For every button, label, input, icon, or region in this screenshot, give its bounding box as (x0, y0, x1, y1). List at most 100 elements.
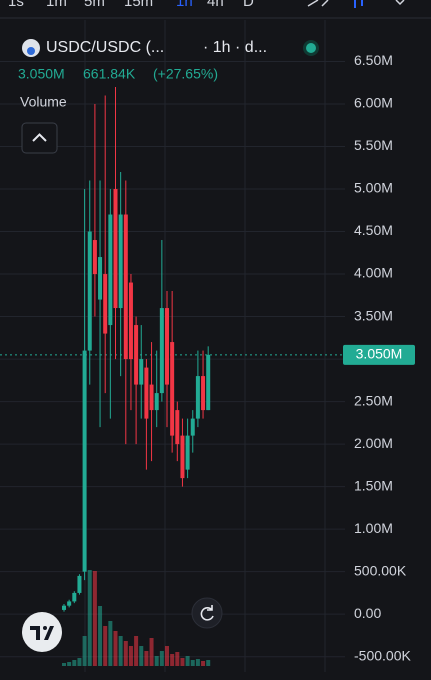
candle-body (144, 367, 149, 419)
volume-bar (92, 571, 97, 666)
candle-body (82, 350, 87, 572)
candle-body (77, 575, 82, 593)
toolbar-icons (307, 0, 405, 8)
y-tick-label: 6.50M (354, 52, 393, 68)
volume-bar (195, 659, 200, 666)
y-tick-label: 6.00M (354, 95, 393, 111)
candle-body (170, 342, 175, 436)
candle-body (87, 231, 92, 351)
y-tick-label: 1.50M (354, 477, 393, 493)
interval-button[interactable]: 5m (84, 0, 105, 10)
volume-bar (159, 651, 164, 666)
volume-bar (62, 663, 66, 666)
candle-body (190, 418, 195, 436)
interval-button[interactable]: 4h (207, 0, 224, 10)
pair-title: USDC/USDC (... (46, 39, 164, 56)
y-tick-label: 3.50M (354, 307, 393, 323)
reset-button[interactable] (191, 597, 223, 629)
volume-bar (128, 646, 133, 666)
volume-bar (206, 660, 211, 666)
y-tick-label: 2.00M (354, 435, 393, 451)
collapse-icon (32, 133, 47, 142)
volume-bar (134, 636, 139, 666)
volume-bar (139, 646, 144, 666)
interval-label: · 1h · d... (203, 39, 267, 56)
toolbar: 1s 1m 5m 15m 1h 4h D (8, 0, 254, 10)
tv-logo-mark (30, 626, 54, 640)
volume-bar (144, 651, 149, 666)
volume-bar (175, 652, 180, 666)
candle-body (98, 257, 103, 300)
current-price-tag (343, 344, 415, 365)
price-change-pct: (+27.65%) (153, 66, 218, 82)
volume-bar (82, 636, 87, 666)
tv-logo-dot (43, 626, 47, 630)
volume-bar (113, 631, 118, 666)
collapse-button[interactable] (21, 122, 58, 154)
candle-body (206, 354, 211, 411)
candle-body (67, 601, 72, 606)
y-tick-label: -500.00K (354, 647, 411, 663)
current-price-label: 3.050M (356, 346, 403, 362)
y-tick-label: 0.00 (354, 605, 381, 621)
volume-bar (103, 626, 108, 666)
candle-body (123, 214, 128, 360)
last-price: 3.050M (18, 66, 65, 82)
interval-button[interactable]: 1s (8, 0, 24, 10)
interval-button[interactable]: 1m (46, 0, 67, 10)
volume-bar (67, 662, 72, 666)
volume-bar (180, 658, 185, 666)
price-change: 661.84K (83, 66, 136, 82)
candle-body (159, 308, 164, 394)
candle-body (92, 240, 97, 275)
candle-type-icon[interactable] (354, 0, 363, 8)
candle-body (128, 282, 133, 360)
tv-logo (22, 612, 62, 652)
candle-body (72, 592, 77, 602)
candle-body (149, 384, 154, 411)
dropdown-icon[interactable] (395, 0, 405, 6)
volume-bar (108, 621, 113, 666)
volume-bar (98, 606, 103, 666)
volume-bar (77, 658, 82, 666)
candle-body (185, 435, 190, 470)
candle-body (175, 410, 180, 445)
volume-bar (123, 641, 128, 666)
plot: 6.50M6.00M5.50M5.00M4.50M4.00M3.50M3.00M… (0, 52, 415, 666)
candle-body (180, 435, 185, 479)
volume-bar (185, 656, 190, 666)
interval-button[interactable]: D (243, 0, 254, 10)
volume-bar (149, 638, 154, 666)
candle-body (195, 376, 200, 419)
y-tick-label: 5.00M (354, 180, 393, 196)
interval-button[interactable]: 1h (176, 0, 193, 10)
interval-button[interactable]: 15m (124, 0, 153, 10)
volume-bar (154, 656, 159, 666)
volume-bar (72, 660, 77, 666)
volume-bar (165, 646, 169, 666)
candle-body (108, 214, 113, 326)
draw-icon[interactable] (307, 0, 329, 7)
candle-body (134, 325, 139, 385)
volume-bar (87, 570, 92, 666)
volume-bar (170, 654, 175, 666)
candle-body (154, 393, 159, 411)
y-tick-label: 4.00M (354, 265, 393, 281)
y-tick-label: 4.50M (354, 222, 393, 238)
volume-bar (201, 661, 206, 666)
candle-body (165, 308, 169, 385)
y-tick-label: 5.50M (354, 137, 393, 153)
reset-icon (200, 605, 214, 621)
candle-body (113, 189, 118, 309)
candle-body (103, 274, 108, 334)
y-tick-label: 2.50M (354, 392, 393, 408)
candle-body (139, 359, 144, 385)
y-tick-label: 500.00K (354, 562, 407, 578)
token-icon-badge (27, 47, 35, 55)
volume-bar (190, 660, 195, 666)
status-dot (306, 43, 316, 53)
candle-body (201, 376, 206, 411)
volume-bar (118, 636, 123, 666)
